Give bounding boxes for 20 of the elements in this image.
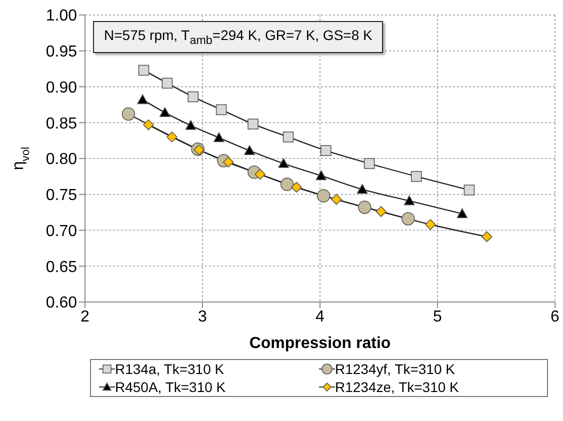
x-tick-label: 3 xyxy=(198,308,208,326)
y-tick-label: 0.90 xyxy=(46,79,78,96)
y-tick-label: 0.95 xyxy=(46,44,78,61)
annotation: N=575 rpm, T$_{amb}$=294 K, GR=7 K, GS=8 K xyxy=(93,21,384,53)
y-tick-label: 0.80 xyxy=(46,151,78,168)
y-tick-label: 0.85 xyxy=(46,115,78,132)
x-tick-label: 2 xyxy=(80,308,90,326)
x-tick-label: 6 xyxy=(550,308,560,326)
y-tick-label: 0.65 xyxy=(46,258,78,276)
legend-label: R134a, Tk=310 K xyxy=(115,361,224,377)
y-tick-label: 0.75 xyxy=(46,187,78,204)
x-tick-label: 4 xyxy=(316,308,325,326)
x-axis-title: Compression ratio xyxy=(249,335,391,352)
legend-label: R1234yf, Tk=310 K xyxy=(335,361,455,377)
x-tick-label: 5 xyxy=(433,308,442,326)
y-tick-label: 1.00 xyxy=(46,8,78,25)
legend-label: R450A, Tk=310 K xyxy=(115,379,226,395)
legend-label: R1234ze, Tk=310 K xyxy=(335,379,459,395)
y-tick-label: 0.70 xyxy=(46,222,78,240)
y-tick-label: 0.60 xyxy=(46,294,78,312)
